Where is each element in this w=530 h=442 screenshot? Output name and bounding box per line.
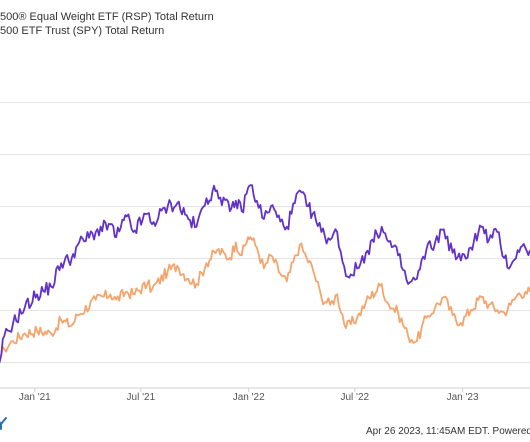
legend: 500® Equal Weight ETF (RSP) Total Return…	[0, 10, 214, 38]
footer-timestamp: Apr 26 2023, 11:45AM EDT. Powered	[365, 426, 530, 437]
x-tick-label: Jan '23	[447, 392, 479, 403]
series-layer	[0, 184, 530, 364]
x-tick-label: Jul '21	[127, 392, 156, 403]
legend-item-spy: 500 ETF Trust (SPY) Total Return	[0, 25, 165, 37]
x-tick-layer: Jan '21 Jul '21 Jan '22 Jul '22 Jan '23	[19, 388, 479, 403]
x-tick-label: Jul '22	[340, 392, 369, 403]
series-line-rsp	[0, 184, 530, 364]
grid-layer	[0, 102, 530, 363]
x-tick-label: Jan '22	[233, 392, 265, 403]
series-line-spy	[0, 236, 530, 364]
ycharts-logo-icon	[0, 417, 7, 430]
x-tick-label: Jan '21	[19, 392, 51, 403]
legend-item-rsp: 500® Equal Weight ETF (RSP) Total Return	[0, 11, 214, 23]
